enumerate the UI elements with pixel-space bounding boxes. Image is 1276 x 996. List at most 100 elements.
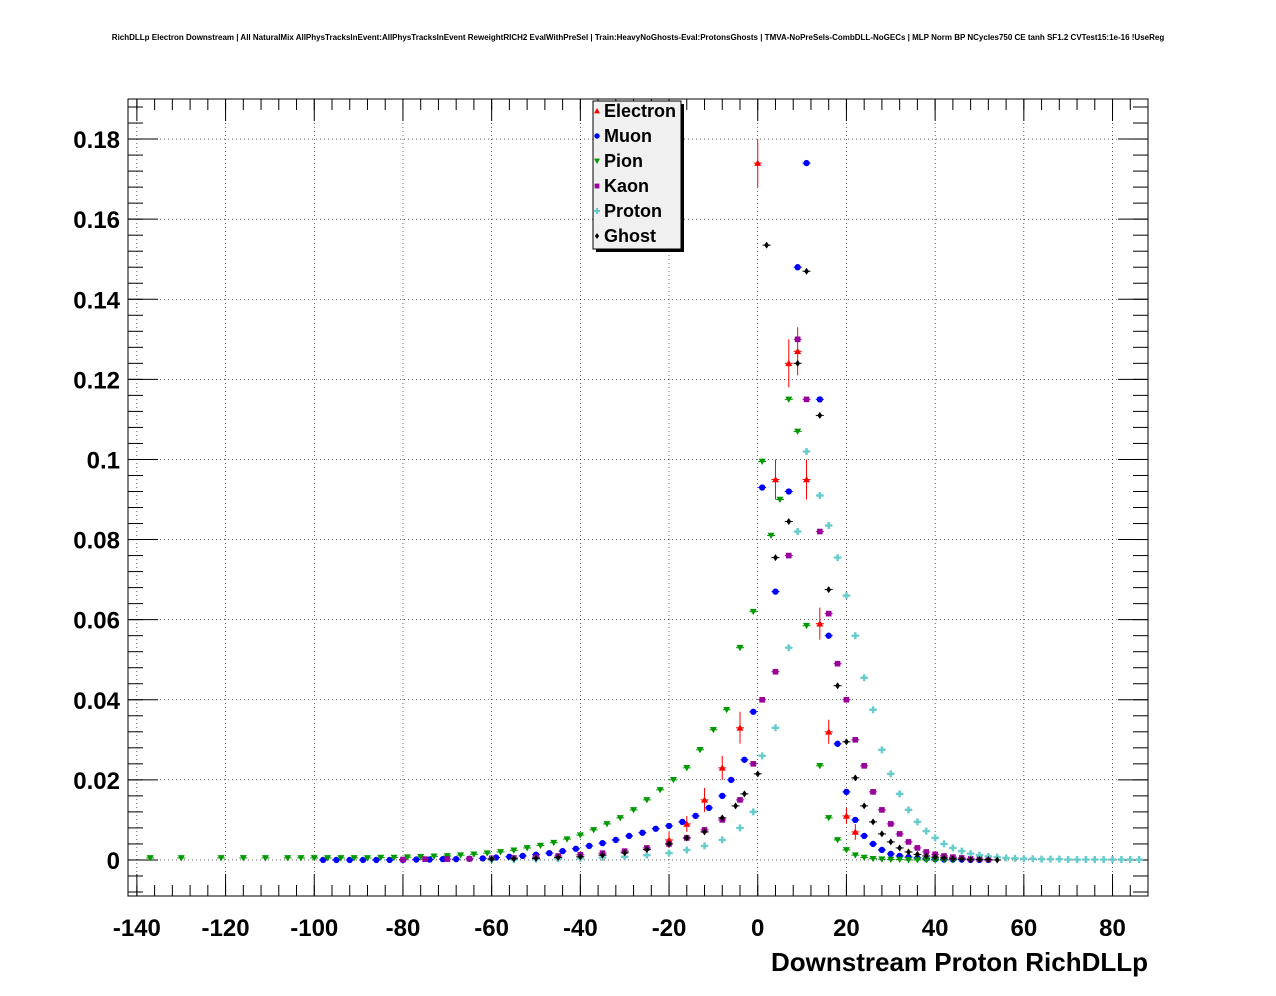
ghost-point	[684, 834, 690, 842]
proton-point	[1002, 854, 1010, 862]
pion-point	[878, 856, 886, 863]
kaon-point	[843, 696, 850, 703]
x-axis-title: Downstream Proton RichDLLp	[771, 947, 1148, 977]
kaon-point	[785, 552, 792, 559]
ghost-point	[932, 853, 938, 861]
ghost-point	[741, 790, 747, 798]
muon-point	[772, 588, 779, 595]
pion-point	[723, 706, 731, 714]
ghost-point	[555, 854, 561, 862]
proton-point	[785, 644, 793, 652]
ghost-point	[622, 849, 628, 857]
muon-point	[413, 856, 420, 863]
ghost-point	[852, 774, 858, 782]
kaon-point	[422, 856, 428, 862]
legend-label-ghost: Ghost	[604, 226, 656, 246]
proton-point	[816, 491, 824, 499]
pion-point	[656, 787, 664, 794]
proton-point	[922, 827, 930, 835]
series-muon	[319, 159, 993, 864]
legend-label-muon: Muon	[604, 126, 652, 146]
ghost-point	[755, 770, 761, 778]
pion-point	[337, 855, 345, 862]
proton-point	[931, 834, 939, 842]
pion-point	[403, 854, 411, 861]
y-tick-label: 0	[107, 848, 120, 875]
pion-point	[767, 532, 775, 540]
pion-point	[709, 726, 717, 734]
kaon-point	[759, 696, 765, 703]
pion-point	[523, 845, 531, 852]
pion-point	[905, 857, 913, 864]
ghost-point	[795, 359, 801, 367]
proton-point	[1029, 855, 1037, 863]
pion-point	[785, 396, 793, 403]
ghost-point	[870, 818, 876, 826]
pion-point	[377, 854, 385, 862]
kaon-point	[803, 396, 810, 403]
proton-point	[975, 851, 983, 859]
proton-point	[869, 706, 877, 714]
legend-label-pion: Pion	[604, 151, 643, 171]
pion-point	[776, 496, 784, 504]
ghost-point	[985, 856, 991, 864]
pion-point	[284, 855, 292, 862]
ghost-point	[897, 844, 903, 852]
y-tick-label: 0.08	[73, 528, 120, 555]
electron-point	[683, 820, 691, 827]
muon-point	[692, 812, 699, 820]
kaon-point	[737, 797, 743, 803]
muon-point	[887, 850, 894, 858]
x-tick-label: 0	[751, 915, 764, 942]
kaon-point	[817, 528, 823, 535]
pion-point	[616, 815, 624, 822]
pion-point	[217, 855, 225, 862]
y-tick-label: 0.16	[73, 207, 120, 234]
y-tick-label: 0.02	[73, 768, 120, 795]
ghost-point	[489, 855, 495, 863]
proton-point	[1082, 856, 1090, 864]
proton-point	[794, 528, 802, 536]
y-tick-label: 0.06	[73, 608, 120, 635]
pion-point	[261, 855, 269, 862]
pion-point	[177, 855, 185, 862]
proton-point	[1135, 856, 1143, 864]
ghost-point	[533, 854, 539, 862]
pion-point	[536, 842, 544, 850]
pion-point	[803, 622, 811, 630]
muon-point	[479, 855, 486, 862]
pion-point	[736, 644, 744, 652]
proton-point	[825, 522, 833, 530]
muon-point	[652, 825, 659, 832]
electron-point	[825, 728, 833, 735]
pion-point	[297, 855, 305, 862]
ghost-point	[950, 855, 956, 863]
electron-point	[816, 620, 824, 627]
legend-label-kaon: Kaon	[604, 176, 649, 196]
kaon-point	[852, 737, 859, 743]
muon-point	[750, 708, 757, 715]
ghost-point	[600, 851, 605, 859]
pion-point	[922, 857, 930, 864]
muon-point	[665, 822, 673, 830]
pion-point	[470, 851, 478, 858]
muon-point	[519, 852, 526, 860]
x-tick-label: -120	[202, 915, 250, 942]
muon-point	[834, 740, 841, 747]
kaon-point	[905, 839, 912, 845]
muon-point	[741, 756, 748, 763]
ghost-point	[817, 411, 823, 419]
pion-point	[834, 837, 842, 844]
proton-point	[958, 847, 966, 855]
muon-point	[625, 832, 633, 840]
kaon-point	[896, 831, 903, 837]
muon-point	[559, 847, 566, 855]
y-tick-label: 0.12	[73, 367, 120, 394]
series-kaon	[398, 336, 993, 863]
muon-point	[861, 832, 868, 840]
ghost-point	[786, 518, 792, 526]
muon-point	[727, 776, 735, 784]
pion-point	[417, 853, 425, 861]
proton-point	[1020, 855, 1028, 863]
proton-point	[1055, 855, 1063, 863]
